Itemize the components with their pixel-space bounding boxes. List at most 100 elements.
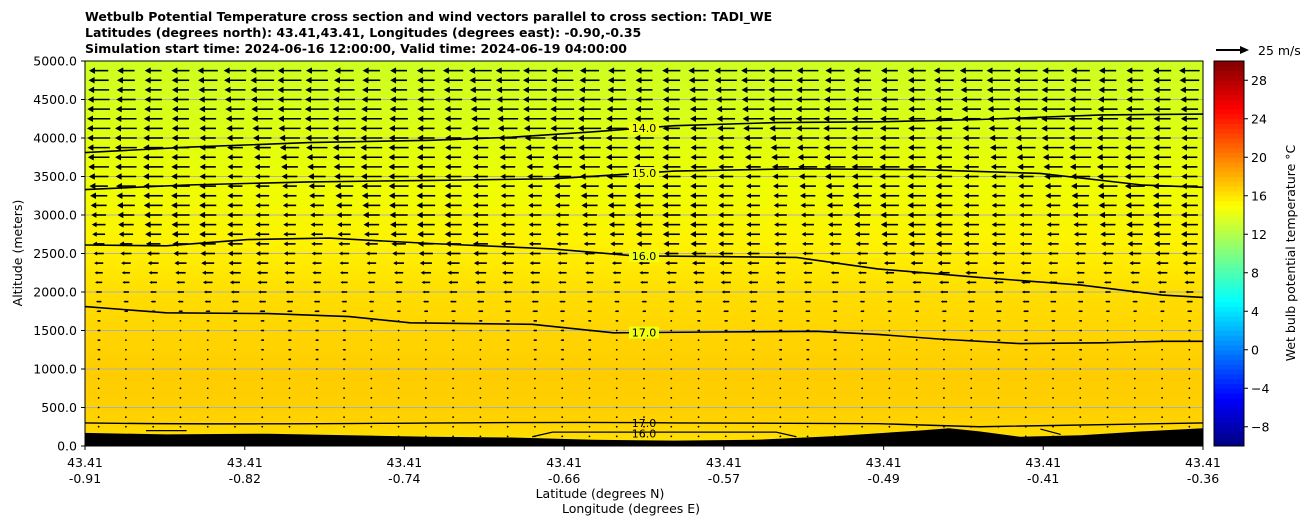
wind-vector xyxy=(1052,368,1054,370)
wind-vector xyxy=(1046,212,1060,218)
wind-vector xyxy=(861,377,864,380)
wind-vector xyxy=(752,396,754,399)
wind-vector xyxy=(203,290,212,294)
wind-vector xyxy=(854,231,870,238)
wind-vector xyxy=(804,300,811,303)
wind-vector xyxy=(550,134,574,142)
wind-vector xyxy=(206,387,209,390)
wind-vector xyxy=(888,348,891,351)
wind-vector xyxy=(1161,348,1163,351)
wind-vector xyxy=(1133,425,1136,428)
wind-vector xyxy=(1180,221,1198,228)
wind-vector xyxy=(560,339,564,341)
wind-vector xyxy=(202,270,214,275)
wind-vector xyxy=(1125,134,1145,142)
colorbar-band xyxy=(1214,267,1244,274)
wind-vector xyxy=(199,221,217,228)
wind-vector xyxy=(397,396,400,399)
wind-vector xyxy=(260,329,265,332)
wind-vector xyxy=(504,310,511,313)
wind-vector xyxy=(332,105,356,113)
wind-vector xyxy=(643,377,645,380)
wind-vector xyxy=(690,134,707,142)
wind-vector xyxy=(581,212,597,218)
wind-vector xyxy=(861,387,864,390)
wind-vector xyxy=(689,221,708,228)
wind-vector xyxy=(588,368,591,370)
wind-vector xyxy=(697,425,700,428)
colorbar-tick-label: 0 xyxy=(1251,342,1259,357)
colorbar-band xyxy=(1214,373,1244,380)
wind-vector xyxy=(833,406,836,409)
wind-vector xyxy=(1078,329,1082,332)
wind-vector xyxy=(606,182,627,190)
wind-vector xyxy=(360,173,382,180)
wind-vector xyxy=(579,67,600,74)
colorbar-band xyxy=(1214,243,1244,250)
wind-vector xyxy=(588,416,591,419)
wind-vector xyxy=(96,329,101,332)
wind-vector xyxy=(608,221,625,228)
wind-vector xyxy=(396,310,401,313)
wind-vector xyxy=(506,406,509,409)
wind-vector xyxy=(500,202,515,209)
wind-vector xyxy=(907,67,926,74)
wind-vector xyxy=(142,163,164,171)
wind-vector xyxy=(152,377,155,380)
wind-vector xyxy=(832,310,838,313)
wind-vector xyxy=(1015,144,1036,151)
x-tick-label-lat: 43.41 xyxy=(67,455,103,470)
colorbar-band xyxy=(1214,104,1244,110)
wind-vector xyxy=(1161,425,1163,428)
wind-vector xyxy=(115,115,137,123)
wind-vector xyxy=(1069,96,1092,103)
near-surface-label: 16.0 xyxy=(632,428,657,441)
wind-vector xyxy=(1068,134,1092,142)
wind-vector xyxy=(717,231,734,238)
chart-title-line2: Latitudes (degrees north): 43.41,43.41, … xyxy=(85,25,642,40)
wind-vector xyxy=(93,251,104,256)
wind-vector xyxy=(634,211,654,219)
wind-vector xyxy=(1078,310,1083,313)
wind-vector xyxy=(1079,377,1082,380)
wind-vector xyxy=(774,222,787,228)
wind-vector xyxy=(588,396,591,399)
wind-vector xyxy=(1153,115,1171,123)
wind-vector xyxy=(527,193,542,199)
wind-vector xyxy=(880,221,899,228)
wind-vector xyxy=(227,173,243,180)
colorbar-band xyxy=(1214,162,1244,168)
wind-vector xyxy=(444,115,462,123)
wind-vector xyxy=(1049,300,1057,303)
wind-vector xyxy=(1181,163,1198,170)
wind-vector xyxy=(226,134,244,142)
wind-vector xyxy=(996,320,1001,322)
wind-vector xyxy=(1129,261,1141,266)
wind-vector xyxy=(741,76,765,84)
wind-vector xyxy=(1126,86,1144,94)
wind-vector xyxy=(389,96,408,103)
wind-vector xyxy=(587,348,592,351)
wind-vector xyxy=(857,271,867,275)
colorbar-band xyxy=(1214,320,1244,327)
wind-vector xyxy=(96,339,101,341)
wind-vector xyxy=(361,96,381,103)
wind-vector xyxy=(555,212,569,218)
wind-vector xyxy=(859,300,865,303)
wind-vector xyxy=(417,76,435,84)
wind-vector xyxy=(392,251,405,256)
wind-vector xyxy=(880,67,898,74)
wind-vector xyxy=(662,86,680,94)
wind-vector xyxy=(259,310,266,313)
wind-vector xyxy=(313,290,321,294)
wind-vector xyxy=(444,105,462,113)
colorbar-band xyxy=(1214,248,1244,254)
wind-vector xyxy=(523,67,547,74)
reference-vector: 25 m/s xyxy=(1216,43,1301,58)
wind-vector xyxy=(697,435,700,438)
wind-vector xyxy=(416,202,436,209)
wind-vector xyxy=(907,153,926,161)
wind-vector xyxy=(986,86,1011,94)
wind-vector xyxy=(935,192,953,199)
wind-vector xyxy=(1097,115,1119,123)
